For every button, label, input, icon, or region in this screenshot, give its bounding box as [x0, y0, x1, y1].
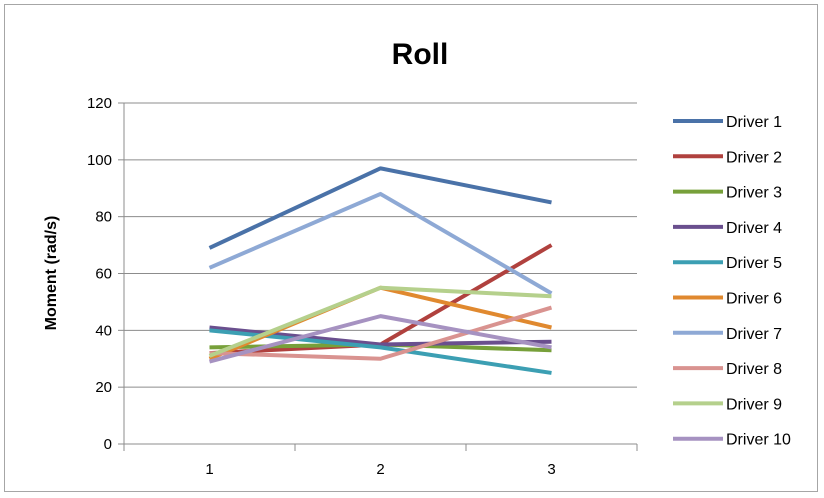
y-tick-label: 0 [104, 436, 112, 453]
axes: 0 20 40 60 80 100 120 1 2 3 [87, 95, 638, 478]
y-tick-label: 60 [95, 266, 112, 283]
chart-title: Roll [392, 38, 449, 71]
y-tick-label: 20 [95, 379, 112, 396]
legend-label: Driver 9 [726, 396, 782, 413]
legend-label: Driver 2 [726, 149, 782, 166]
x-tick-label: 1 [205, 461, 213, 478]
y-tick-label: 40 [95, 322, 112, 339]
series-line-driver-10 [208, 314, 552, 364]
legend: Driver 1 Driver 2 Driver 3 Driver 4 Driver 5… [673, 114, 791, 449]
y-axis-label: Moment (rad/s) [43, 216, 60, 331]
legend-label: Driver 5 [726, 255, 782, 272]
legend-label: Driver 8 [726, 361, 782, 378]
y-tick-label: 80 [95, 209, 112, 226]
y-tick-label: 120 [87, 95, 112, 112]
legend-label: Driver 3 [726, 185, 782, 202]
series-line-driver-8 [209, 305, 553, 361]
series-line-driver-7 [208, 191, 553, 296]
x-tick-label: 3 [547, 461, 555, 478]
legend-label: Driver 10 [726, 432, 791, 449]
y-tick-label: 100 [87, 152, 112, 169]
series-line-driver-1 [208, 166, 552, 250]
legend-label: Driver 6 [726, 291, 782, 308]
legend-label: Driver 7 [726, 326, 782, 343]
legend-label: Driver 1 [726, 114, 782, 131]
series-line-driver-9 [208, 285, 552, 358]
legend-label: Driver 4 [726, 220, 782, 237]
series-lines [208, 166, 553, 375]
x-tick-label: 2 [376, 461, 384, 478]
chart-frame [4, 4, 818, 492]
